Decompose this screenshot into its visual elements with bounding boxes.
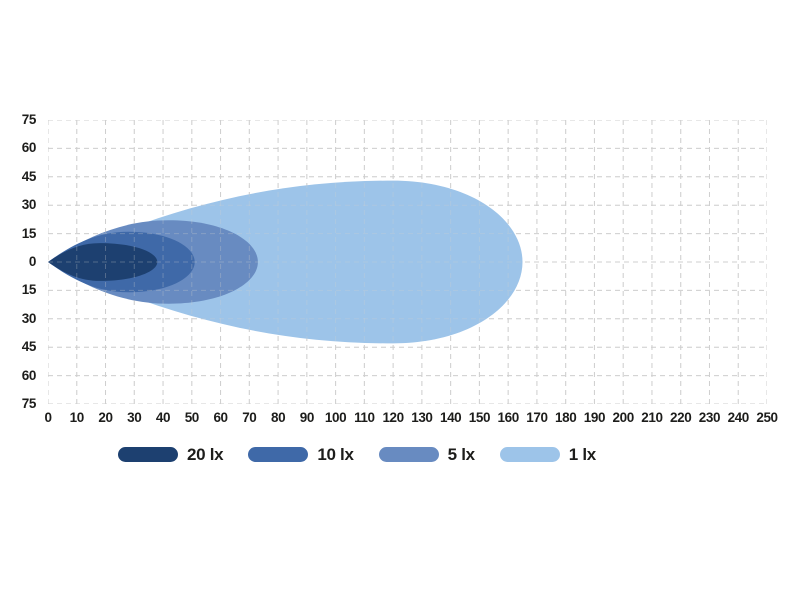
x-tick-label: 170 xyxy=(526,410,548,425)
x-tick-label: 240 xyxy=(727,410,750,425)
x-tick-label: 140 xyxy=(439,410,462,425)
legend-swatch-5-lx xyxy=(378,447,439,462)
y-tick-label: 15 xyxy=(21,282,37,298)
x-tick-label: 70 xyxy=(242,410,257,425)
x-tick-label: 10 xyxy=(69,410,85,425)
x-tick-label: 230 xyxy=(698,410,721,425)
grid-over xyxy=(48,120,767,404)
legend-label-5-lx: 5 lx xyxy=(447,445,475,464)
legend-swatch-1-lx xyxy=(499,447,560,462)
x-tick-label: 210 xyxy=(641,410,663,425)
y-tick-label: 0 xyxy=(28,253,37,269)
x-tick-label: 120 xyxy=(382,410,404,425)
x-tick-label: 100 xyxy=(324,410,347,425)
y-tick-label: 45 xyxy=(21,339,37,355)
y-tick-label: 60 xyxy=(21,367,37,383)
y-tick-label: 75 xyxy=(21,395,37,411)
legend-item-5-lx: 5 lx xyxy=(378,445,475,464)
legend-item-20-lx: 20 lx xyxy=(118,445,224,464)
y-tick-label: 45 xyxy=(21,168,37,184)
legend-label-20-lx: 20 lx xyxy=(187,445,224,464)
x-tick-label: 250 xyxy=(756,410,778,425)
x-tick-label: 150 xyxy=(468,410,491,425)
x-tick-label: 110 xyxy=(354,410,375,425)
x-tick-label: 30 xyxy=(127,410,142,425)
legend-label-10-lx: 10 lx xyxy=(317,445,354,464)
x-tick-label: 50 xyxy=(184,410,200,425)
y-tick-label: 30 xyxy=(21,197,37,213)
y-axis-tick-labels: 75 60 45 30 15 0 15 30 45 60 75 xyxy=(0,113,42,410)
legend-swatch-20-lx xyxy=(118,447,178,462)
legend-swatch-10-lx xyxy=(248,447,309,462)
legend: 20 lx 10 lx 5 lx 1 lx xyxy=(118,446,596,463)
x-tick-label: 130 xyxy=(411,410,433,425)
x-tick-label: 200 xyxy=(612,410,635,425)
x-axis-tick-labels: 0 10 20 30 40 50 60 70 80 90 100 110 120 130 140 150 160… xyxy=(44,410,778,429)
x-tick-label: 190 xyxy=(583,410,606,425)
legend-label-1-lx: 1 lx xyxy=(568,445,596,464)
beam-plot-svg xyxy=(48,120,767,404)
y-tick-label: 60 xyxy=(21,140,37,156)
x-tick-label: 60 xyxy=(213,410,228,425)
x-tick-label: 0 xyxy=(44,410,52,425)
legend-item-1-lx: 1 lx xyxy=(499,445,596,464)
x-tick-label: 220 xyxy=(670,410,692,425)
isolux-lobe-20-lx xyxy=(48,243,158,281)
x-tick-label: 20 xyxy=(98,410,113,425)
x-tick-label: 160 xyxy=(497,410,519,425)
x-tick-label: 90 xyxy=(299,410,315,425)
legend-item-10-lx: 10 lx xyxy=(248,445,354,464)
isolux-lobes xyxy=(48,180,523,344)
x-tick-label: 40 xyxy=(155,410,171,425)
x-tick-label: 80 xyxy=(270,410,286,425)
y-tick-label: 30 xyxy=(21,310,37,326)
y-tick-label: 75 xyxy=(21,111,37,127)
x-tick-label: 180 xyxy=(555,410,577,425)
y-tick-label: 15 xyxy=(21,225,37,241)
